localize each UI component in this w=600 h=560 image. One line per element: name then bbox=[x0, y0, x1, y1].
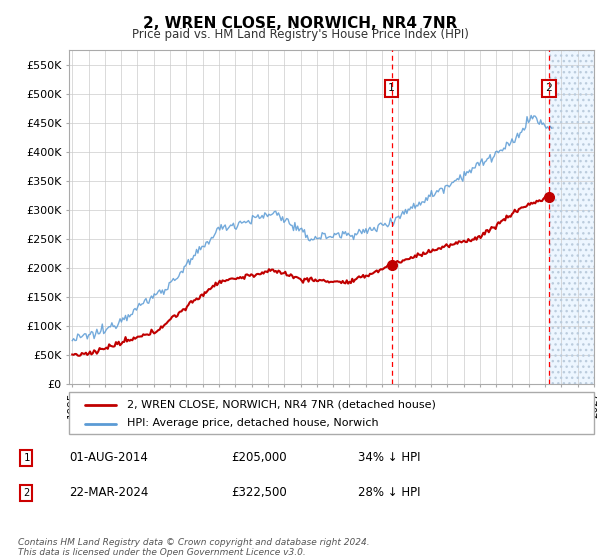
Text: Contains HM Land Registry data © Crown copyright and database right 2024.
This d: Contains HM Land Registry data © Crown c… bbox=[18, 538, 370, 557]
Text: 2, WREN CLOSE, NORWICH, NR4 7NR (detached house): 2, WREN CLOSE, NORWICH, NR4 7NR (detache… bbox=[127, 400, 436, 409]
Text: 34% ↓ HPI: 34% ↓ HPI bbox=[358, 451, 420, 464]
Text: £322,500: £322,500 bbox=[231, 486, 287, 500]
Bar bbox=[548, 50, 600, 384]
Text: 28% ↓ HPI: 28% ↓ HPI bbox=[358, 486, 420, 500]
Text: 1: 1 bbox=[388, 83, 395, 93]
Text: 22-MAR-2024: 22-MAR-2024 bbox=[70, 486, 149, 500]
Text: £205,000: £205,000 bbox=[231, 451, 287, 464]
Text: 2: 2 bbox=[23, 488, 29, 498]
Text: 2, WREN CLOSE, NORWICH, NR4 7NR: 2, WREN CLOSE, NORWICH, NR4 7NR bbox=[143, 16, 457, 31]
Text: 1: 1 bbox=[23, 453, 29, 463]
Bar bbox=[548, 50, 600, 384]
Text: 2: 2 bbox=[545, 83, 552, 93]
Text: Price paid vs. HM Land Registry's House Price Index (HPI): Price paid vs. HM Land Registry's House … bbox=[131, 28, 469, 41]
Text: 01-AUG-2014: 01-AUG-2014 bbox=[70, 451, 148, 464]
Text: HPI: Average price, detached house, Norwich: HPI: Average price, detached house, Norw… bbox=[127, 418, 379, 428]
